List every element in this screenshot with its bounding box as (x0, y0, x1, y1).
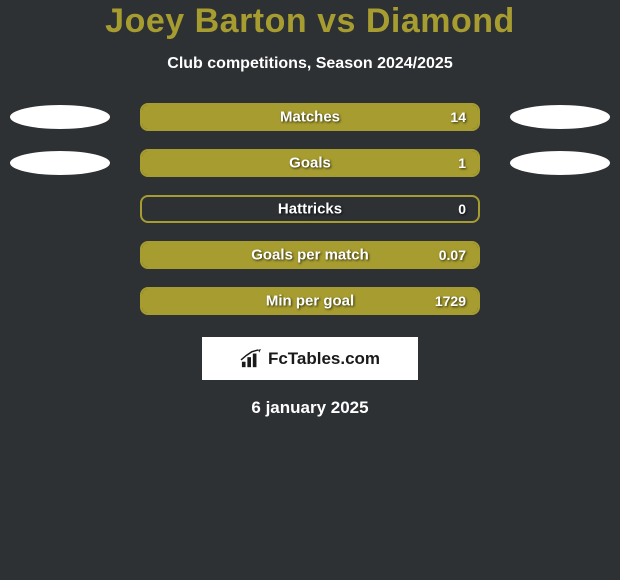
stat-label: Hattricks (278, 201, 342, 218)
stat-row: Min per goal 1729 (0, 287, 620, 315)
stat-value: 14 (450, 109, 466, 125)
right-spacer (510, 289, 610, 313)
left-spacer (10, 289, 110, 313)
stat-row: Matches 14 (0, 103, 620, 131)
stat-value: 1729 (435, 293, 466, 309)
left-spacer (10, 197, 110, 221)
stat-value: 0 (458, 201, 466, 217)
stat-bar: Min per goal 1729 (140, 287, 480, 315)
right-spacer (510, 197, 610, 221)
stat-label: Matches (280, 109, 340, 126)
stat-bar: Hattricks 0 (140, 195, 480, 223)
stat-label: Min per goal (266, 293, 354, 310)
right-spacer (510, 243, 610, 267)
comparison-infographic: Joey Barton vs Diamond Club competitions… (0, 0, 620, 418)
stat-label: Goals per match (251, 247, 369, 264)
stat-row: Hattricks 0 (0, 195, 620, 223)
stat-label: Goals (289, 155, 331, 172)
left-ellipse (10, 105, 110, 129)
stat-row: Goals 1 (0, 149, 620, 177)
stat-bar: Matches 14 (140, 103, 480, 131)
left-ellipse (10, 151, 110, 175)
page-title: Joey Barton vs Diamond (105, 2, 515, 41)
stat-bar: Goals 1 (140, 149, 480, 177)
date-text: 6 january 2025 (251, 398, 368, 418)
right-ellipse (510, 105, 610, 129)
left-spacer (10, 243, 110, 267)
stat-value: 0.07 (439, 247, 466, 263)
stat-value: 1 (458, 155, 466, 171)
stat-rows: Matches 14 Goals 1 Hattricks 0 Goals per match… (0, 103, 620, 315)
stat-row: Goals per match 0.07 (0, 241, 620, 269)
logo-text: FcTables.com (268, 349, 380, 369)
subtitle: Club competitions, Season 2024/2025 (167, 55, 452, 73)
bar-chart-icon (240, 349, 262, 369)
logo-box: FcTables.com (202, 337, 418, 380)
right-ellipse (510, 151, 610, 175)
stat-bar: Goals per match 0.07 (140, 241, 480, 269)
